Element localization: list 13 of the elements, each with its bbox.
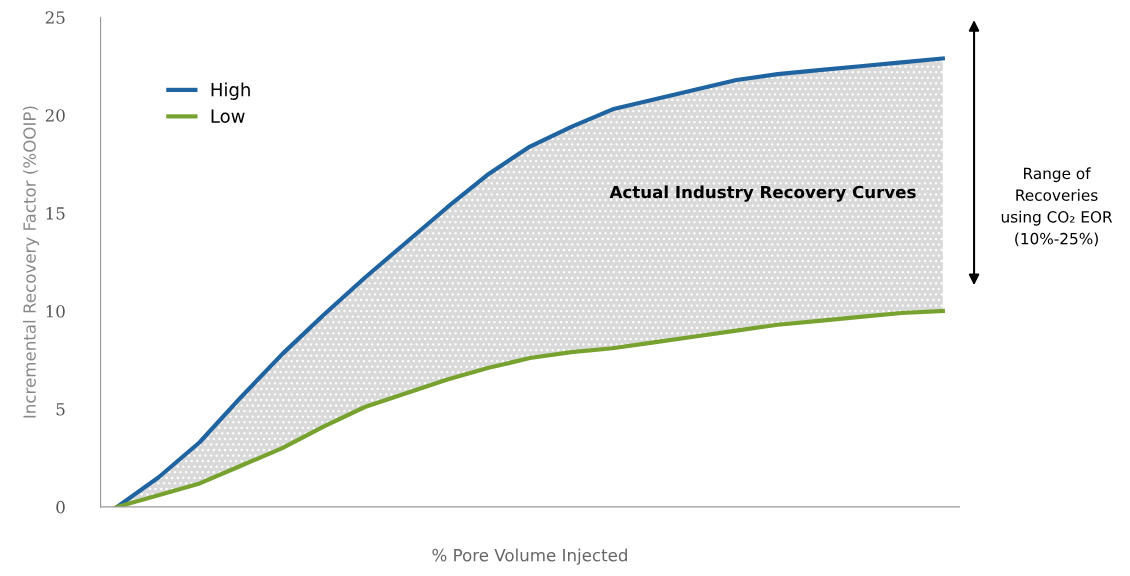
legend-label: High — [211, 82, 250, 100]
y-axis-title: Incremental Recovery Factor (%OOIP) — [22, 106, 40, 418]
legend-label: Low — [211, 109, 245, 123]
y-tick-label: 0 — [56, 500, 65, 514]
text: Range of Recoveries using CO₂ EOR (10%-25%) — [1001, 167, 1113, 247]
annotation: Actual Industry Recovery Curves — [609, 185, 916, 202]
y-tick-label: 25 — [45, 11, 65, 24]
y-tick-label: 5 — [56, 403, 65, 416]
y-tick-label: 15 — [46, 207, 65, 220]
y-tick-label: 20 — [45, 109, 65, 122]
y-tick-label: 10 — [46, 305, 65, 318]
line-series — [115, 308, 945, 507]
x-axis-title: % Pore Volume Injected — [432, 548, 627, 565]
